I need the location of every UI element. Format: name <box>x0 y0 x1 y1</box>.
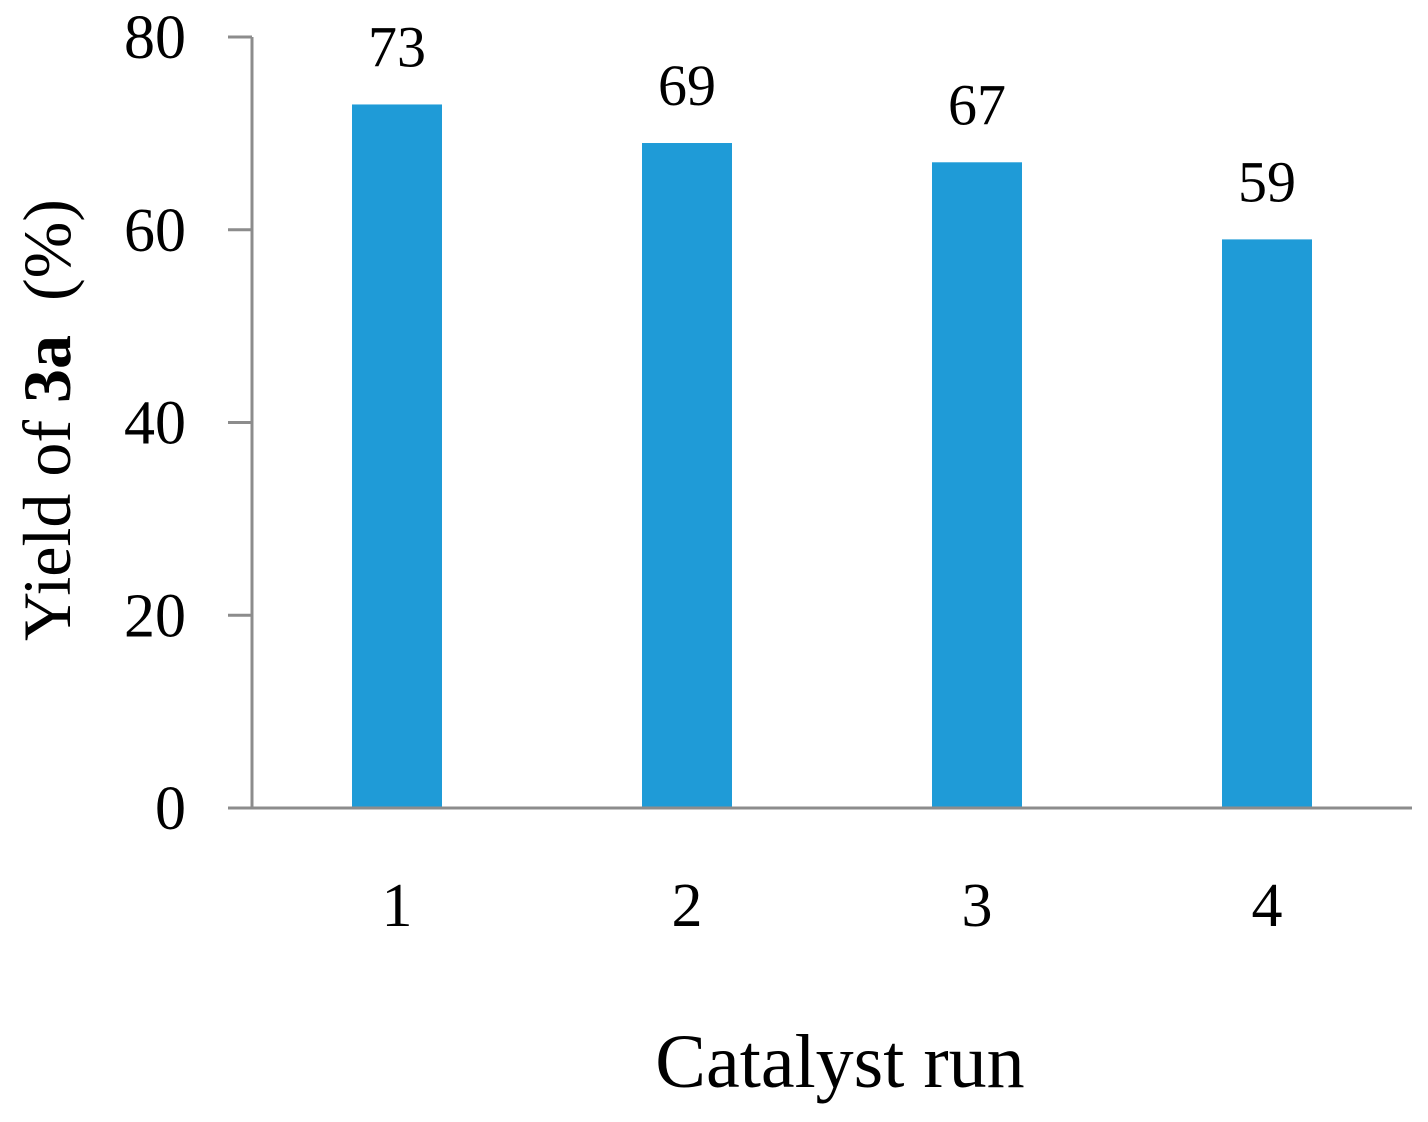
data-label: 59 <box>1238 149 1296 214</box>
x-tick-label: 4 <box>1252 872 1283 940</box>
bar-run-4 <box>1222 239 1312 808</box>
bar-run-2 <box>642 143 732 808</box>
y-axis-title-prefix: Yield of <box>9 403 85 641</box>
y-axis-title-bold: 3a <box>9 335 85 403</box>
data-label: 69 <box>658 53 716 118</box>
data-labels-layer: 73 69 67 59 <box>368 14 1296 214</box>
y-tick-label: 60 <box>124 197 186 265</box>
y-axis-title: Yield of 3a (%) <box>9 199 85 641</box>
data-label: 73 <box>368 14 426 79</box>
x-tick-label: 3 <box>962 872 993 940</box>
y-axis-title-suffix: (%) <box>9 199 85 335</box>
y-tick-label: 20 <box>124 582 186 650</box>
y-ticks-layer: 0 20 40 60 80 <box>124 4 252 843</box>
y-tick-label: 40 <box>124 390 186 458</box>
x-tick-label: 2 <box>672 872 703 940</box>
x-axis-title: Catalyst run <box>655 1020 1024 1104</box>
bars-layer <box>352 104 1312 809</box>
bar-run-1 <box>352 104 442 808</box>
y-tick-label: 80 <box>124 4 186 72</box>
bar-run-3 <box>932 162 1022 809</box>
x-tick-labels-layer: 1 2 3 4 <box>382 872 1283 940</box>
x-tick-label: 1 <box>382 872 413 940</box>
y-tick-label: 0 <box>155 775 186 843</box>
data-label: 67 <box>948 72 1006 137</box>
